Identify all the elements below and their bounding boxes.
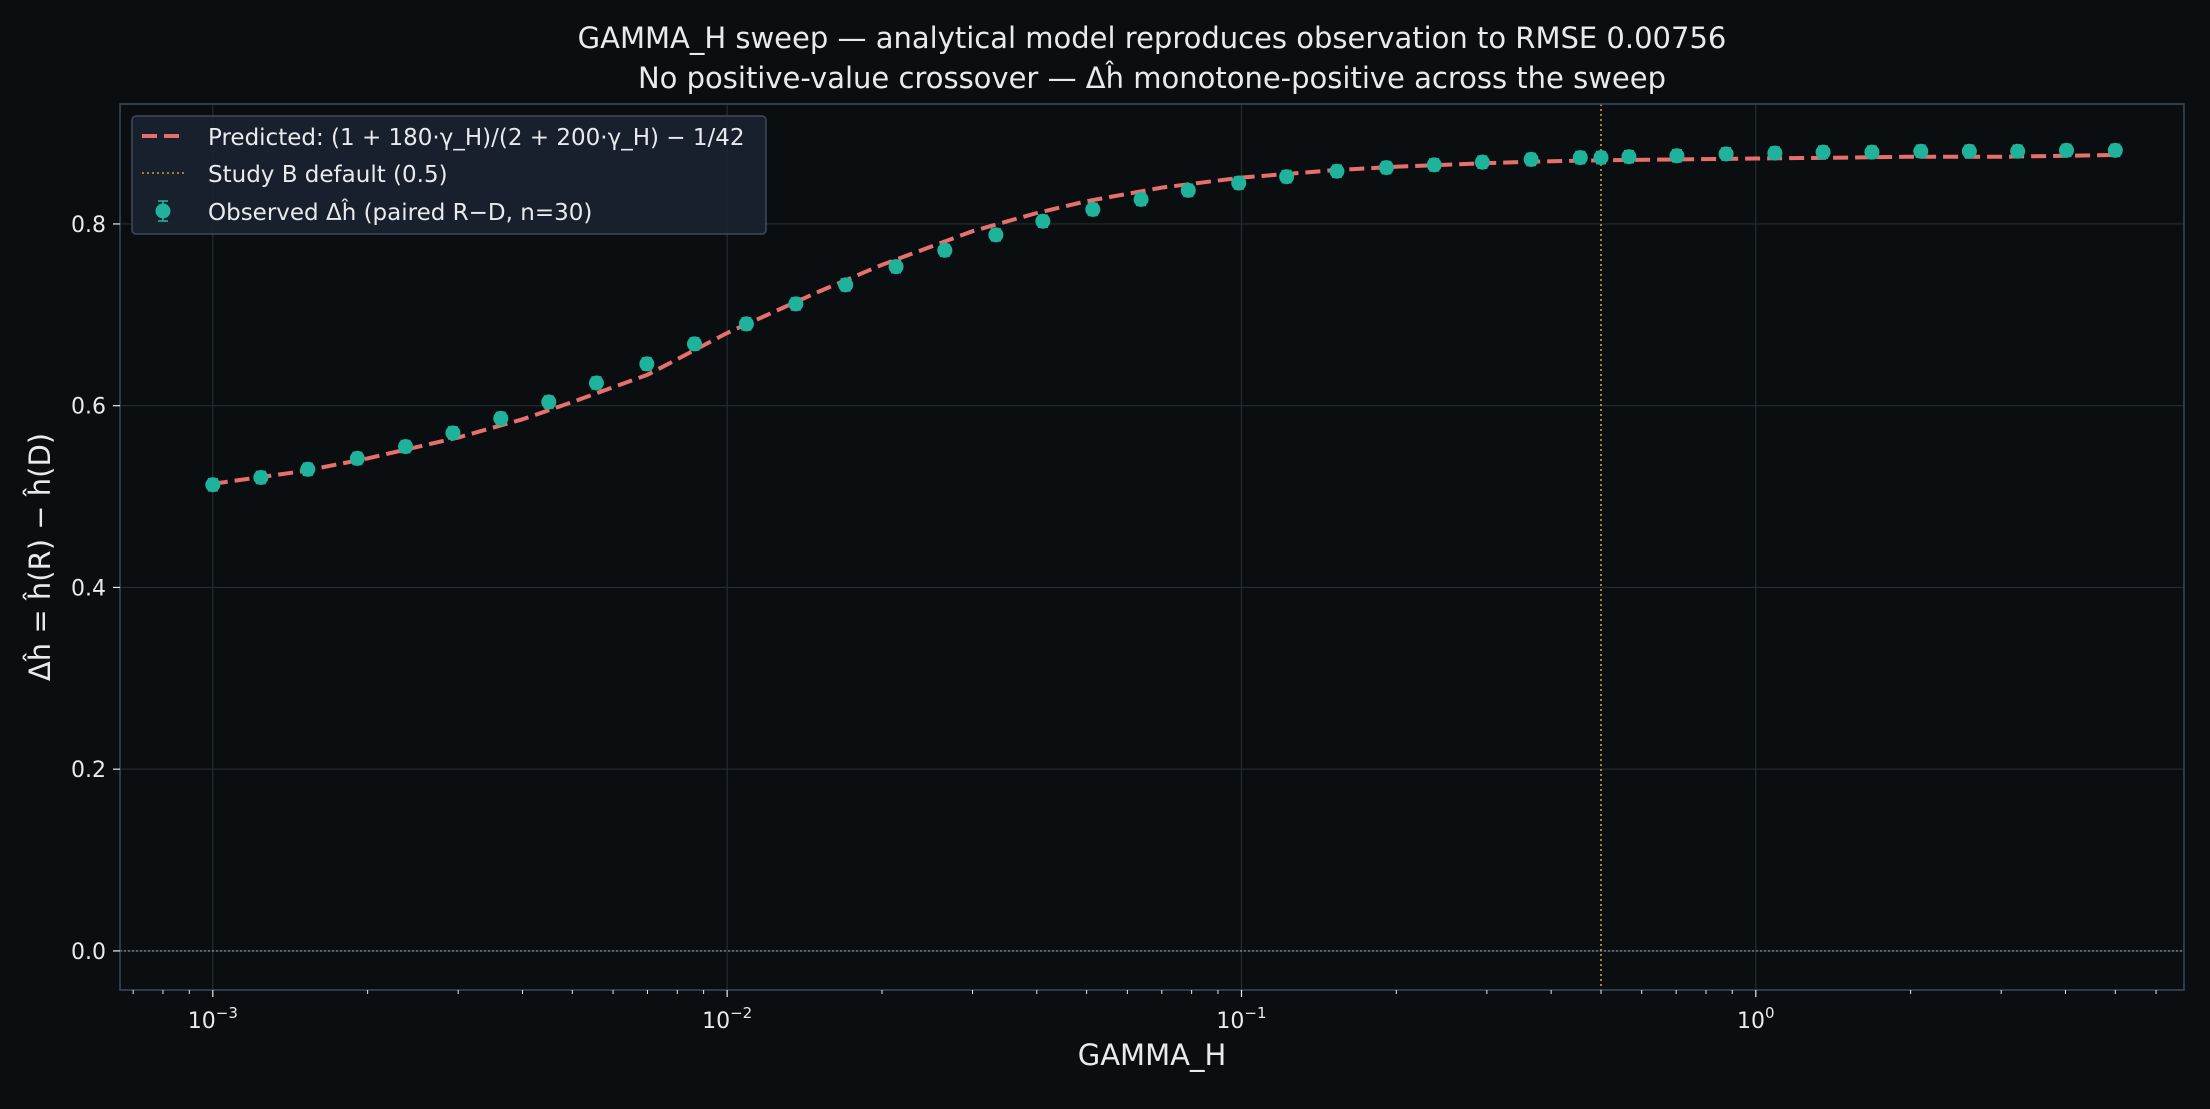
observed-point [1035,213,1051,229]
observed-point [788,296,804,312]
observed-point [1426,157,1442,173]
observed-point [1593,150,1609,166]
observed-point [1815,144,1831,160]
observed-point [1523,151,1539,167]
observed-point [2107,142,2123,158]
observed-point [888,259,904,275]
observed-point [1572,150,1588,166]
observed-point [300,461,316,477]
y-tick-label: 0.6 [71,395,106,420]
chart-title: GAMMA_H sweep — analytical model reprodu… [578,21,1727,55]
observed-point [1864,144,1880,160]
observed-point [1669,148,1685,164]
observed-point [937,242,953,258]
series [205,142,2123,493]
observed-point [349,450,365,466]
observed-point [639,356,655,372]
x-tick-label: 100 [1737,1004,1775,1034]
observed-point [1180,182,1196,198]
observed-point [838,277,854,293]
y-tick-label: 0.8 [71,213,106,238]
y-tick-label: 0.0 [71,940,106,965]
chart-subtitle: No positive-value crossover — Δĥ monoton… [638,61,1666,95]
observed-point [1279,169,1295,185]
observed-point [1913,143,1929,159]
legend-box [131,115,767,235]
ticks: 0.0 0.2 0.4 0.6 0.8 10−3 10−2 10−1 100 [71,213,2157,1034]
observed-point [253,469,269,485]
legend: Predicted: (1 + 180·γ_H)/(2 + 200·γ_H) −… [131,115,767,235]
observed-point [588,375,604,391]
observed-point [1718,146,1734,162]
observed-point [398,439,414,455]
legend-predicted-label: Predicted: (1 + 180·γ_H)/(2 + 200·γ_H) −… [208,125,745,151]
predicted-line [212,152,2116,486]
axes-frame [119,103,2185,991]
observed-point [205,477,221,493]
x-axis-label: GAMMA_H [1078,1038,1227,1072]
observed-point [1133,191,1149,207]
observed-point [445,425,461,441]
observed-point [2010,143,2026,159]
legend-default-label: Study B default (0.5) [208,162,448,188]
observed-point [493,410,509,426]
observed-point [1767,145,1783,161]
reference-lines [120,104,2184,990]
legend-observed-label: Observed Δĥ (paired R−D, n=30) [208,198,592,226]
y-tick-label: 0.4 [71,576,106,601]
observed-point [2058,142,2074,158]
observed-point [738,316,754,332]
grid [120,104,2184,990]
observed-point [988,227,1004,243]
observed-point [1961,143,1977,159]
x-tick-label: 10−3 [188,1004,238,1034]
observed-point [1474,154,1490,170]
y-axis-label: Δĥ = ĥ(R) − ĥ(D) [23,433,57,681]
observed-point [1231,175,1247,191]
legend-observed-marker [155,203,171,219]
y-tick-label: 0.2 [71,758,106,783]
observed-point [1085,201,1101,217]
observed-point [1329,163,1345,179]
x-tick-label: 10−2 [702,1004,752,1034]
x-tick-label: 10−1 [1216,1004,1266,1034]
observed-point [541,394,557,410]
observed-point [1621,149,1637,165]
observed-point [1378,160,1394,176]
legend-observed-swatch [155,200,171,222]
observed-point [686,336,702,352]
